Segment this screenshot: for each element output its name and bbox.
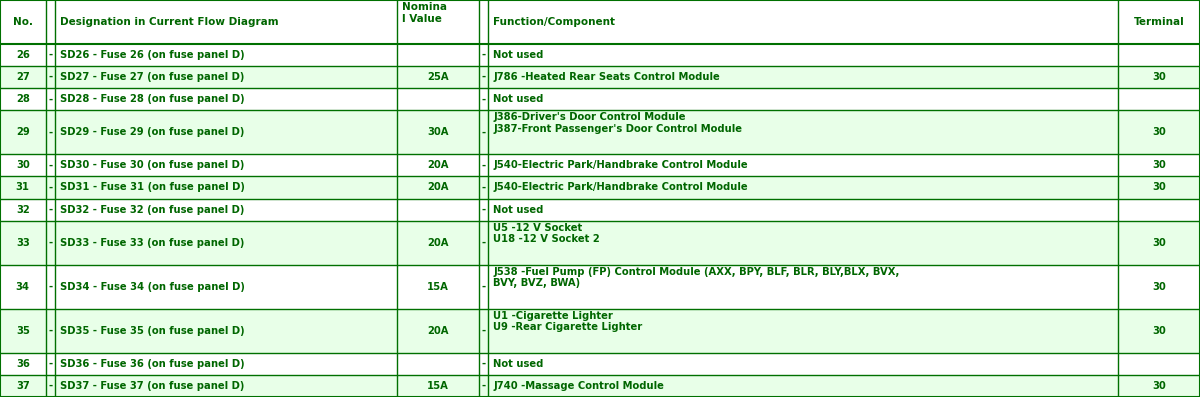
Text: 30: 30 [1152, 72, 1166, 82]
Text: -: - [48, 238, 53, 248]
Text: -: - [481, 326, 486, 336]
Text: 15A: 15A [427, 282, 449, 292]
Text: Terminal: Terminal [1134, 17, 1184, 27]
Text: Not used: Not used [493, 94, 544, 104]
Text: J786 -Heated Rear Seats Control Module: J786 -Heated Rear Seats Control Module [493, 72, 720, 82]
Text: SD32 - Fuse 32 (on fuse panel D): SD32 - Fuse 32 (on fuse panel D) [60, 204, 245, 214]
Text: 20A: 20A [427, 160, 449, 170]
Text: SD36 - Fuse 36 (on fuse panel D): SD36 - Fuse 36 (on fuse panel D) [60, 359, 245, 369]
Text: 27: 27 [16, 72, 30, 82]
Text: 30: 30 [16, 160, 30, 170]
Text: -: - [48, 183, 53, 193]
Bar [0, 221, 1200, 265]
Bar [0, 154, 1200, 176]
Text: -: - [48, 72, 53, 82]
Text: SD27 - Fuse 27 (on fuse panel D): SD27 - Fuse 27 (on fuse panel D) [60, 72, 245, 82]
Text: 32: 32 [16, 204, 30, 214]
Text: 33: 33 [16, 238, 30, 248]
Bar [0, 44, 1200, 66]
Text: Designation in Current Flow Diagram: Designation in Current Flow Diagram [60, 17, 278, 27]
Text: SD33 - Fuse 33 (on fuse panel D): SD33 - Fuse 33 (on fuse panel D) [60, 238, 245, 248]
Text: J740 -Massage Control Module: J740 -Massage Control Module [493, 381, 664, 391]
Text: Function/Component: Function/Component [493, 17, 616, 27]
Text: -: - [481, 72, 486, 82]
Text: 30: 30 [1152, 183, 1166, 193]
Text: 36: 36 [16, 359, 30, 369]
Bar [0, 176, 1200, 198]
Bar [0, 110, 1200, 154]
Text: J538 -Fuel Pump (FP) Control Module (AXX, BPY, BLF, BLR, BLY,BLX, BVX,
BVY, BVZ,: J538 -Fuel Pump (FP) Control Module (AXX… [493, 267, 900, 288]
Text: 37: 37 [16, 381, 30, 391]
Text: -: - [481, 183, 486, 193]
Text: SD31 - Fuse 31 (on fuse panel D): SD31 - Fuse 31 (on fuse panel D) [60, 183, 245, 193]
Text: -: - [48, 50, 53, 60]
Text: -: - [481, 238, 486, 248]
Text: 34: 34 [16, 282, 30, 292]
Text: Not used: Not used [493, 50, 544, 60]
Bar [0, 0, 1200, 44]
Bar [0, 375, 1200, 397]
Text: No.: No. [13, 17, 32, 27]
Text: J386-Driver's Door Control Module
J387-Front Passenger's Door Control Module: J386-Driver's Door Control Module J387-F… [493, 112, 742, 134]
Text: J540-Electric Park/Handbrake Control Module: J540-Electric Park/Handbrake Control Mod… [493, 160, 748, 170]
Text: Not used: Not used [493, 359, 544, 369]
Text: 30A: 30A [427, 127, 449, 137]
Text: SD26 - Fuse 26 (on fuse panel D): SD26 - Fuse 26 (on fuse panel D) [60, 50, 245, 60]
Text: -: - [48, 326, 53, 336]
Text: U1 -Cigarette Lighter
U9 -Rear Cigarette Lighter: U1 -Cigarette Lighter U9 -Rear Cigarette… [493, 311, 642, 332]
Text: -: - [48, 160, 53, 170]
Text: 30: 30 [1152, 282, 1166, 292]
Text: 28: 28 [16, 94, 30, 104]
Text: 30: 30 [1152, 160, 1166, 170]
Text: 26: 26 [16, 50, 30, 60]
Bar [0, 198, 1200, 221]
Bar [0, 309, 1200, 353]
Text: -: - [48, 359, 53, 369]
Text: -: - [481, 160, 486, 170]
Bar [0, 66, 1200, 88]
Text: 29: 29 [16, 127, 30, 137]
Bar [0, 353, 1200, 375]
Bar [0, 88, 1200, 110]
Text: -: - [481, 50, 486, 60]
Text: Nomina
l Value: Nomina l Value [402, 2, 446, 23]
Text: -: - [48, 127, 53, 137]
Text: -: - [48, 204, 53, 214]
Text: -: - [48, 94, 53, 104]
Text: -: - [48, 381, 53, 391]
Text: 20A: 20A [427, 238, 449, 248]
Text: 31: 31 [16, 183, 30, 193]
Text: SD29 - Fuse 29 (on fuse panel D): SD29 - Fuse 29 (on fuse panel D) [60, 127, 245, 137]
Text: SD28 - Fuse 28 (on fuse panel D): SD28 - Fuse 28 (on fuse panel D) [60, 94, 245, 104]
Text: J540-Electric Park/Handbrake Control Module: J540-Electric Park/Handbrake Control Mod… [493, 183, 748, 193]
Text: -: - [481, 359, 486, 369]
Text: 30: 30 [1152, 326, 1166, 336]
Text: -: - [481, 94, 486, 104]
Text: 25A: 25A [427, 72, 449, 82]
Text: SD37 - Fuse 37 (on fuse panel D): SD37 - Fuse 37 (on fuse panel D) [60, 381, 245, 391]
Text: U5 -12 V Socket
U18 -12 V Socket 2: U5 -12 V Socket U18 -12 V Socket 2 [493, 223, 600, 244]
Text: 20A: 20A [427, 326, 449, 336]
Text: -: - [481, 204, 486, 214]
Text: -: - [481, 381, 486, 391]
Text: SD35 - Fuse 35 (on fuse panel D): SD35 - Fuse 35 (on fuse panel D) [60, 326, 245, 336]
Text: 30: 30 [1152, 238, 1166, 248]
Text: 15A: 15A [427, 381, 449, 391]
Text: 30: 30 [1152, 127, 1166, 137]
Text: SD34 - Fuse 34 (on fuse panel D): SD34 - Fuse 34 (on fuse panel D) [60, 282, 245, 292]
Bar [0, 265, 1200, 309]
Text: -: - [481, 282, 486, 292]
Text: 35: 35 [16, 326, 30, 336]
Text: Not used: Not used [493, 204, 544, 214]
Text: 20A: 20A [427, 183, 449, 193]
Text: -: - [48, 282, 53, 292]
Text: -: - [481, 127, 486, 137]
Text: 30: 30 [1152, 381, 1166, 391]
Text: SD30 - Fuse 30 (on fuse panel D): SD30 - Fuse 30 (on fuse panel D) [60, 160, 245, 170]
